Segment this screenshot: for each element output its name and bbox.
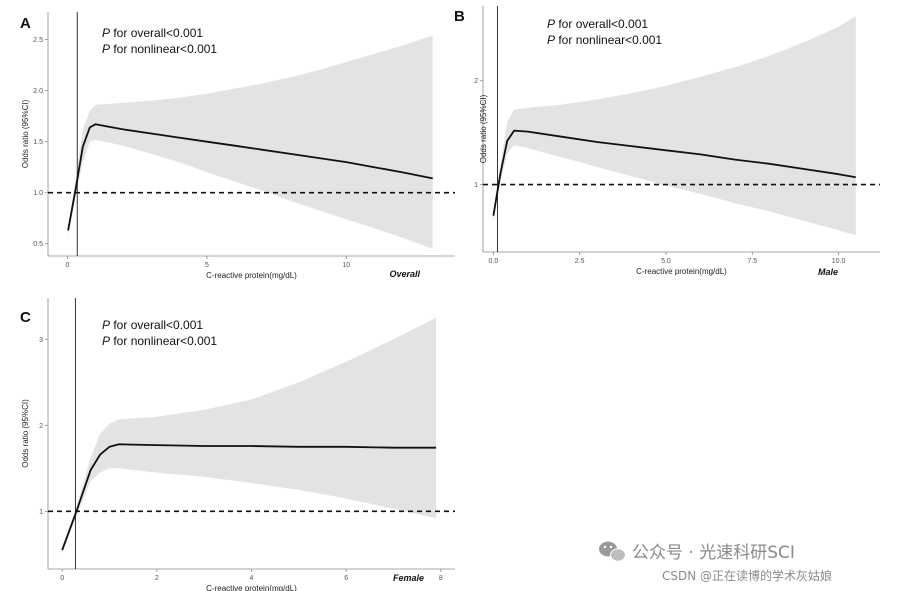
p-text: for overall<0.001 xyxy=(110,26,203,40)
x-axis-label: C-reactive protein(mg/dL) xyxy=(636,267,727,276)
y-tick-label: 2.0 xyxy=(33,88,43,95)
x-axis-label: C-reactive protein(mg/dL) xyxy=(206,584,297,591)
y-tick-label: 1.5 xyxy=(33,139,43,146)
x-tick-label: 0 xyxy=(60,575,64,582)
p-symbol: P xyxy=(102,26,110,40)
x-tick-label: 2.5 xyxy=(575,258,585,265)
x-tick-label: 8 xyxy=(439,575,443,582)
odds-ratio-line xyxy=(67,123,433,231)
watermark: 公众号 · 光速科研SCI CSDN @正在读博的学术灰姑娘 xyxy=(599,541,832,583)
p-symbol: P xyxy=(102,42,110,56)
wechat-icon xyxy=(599,541,626,562)
confidence-band xyxy=(62,317,437,553)
x-axis-label: C-reactive protein(mg/dL) xyxy=(206,271,297,280)
y-tick-label: 2 xyxy=(39,423,43,430)
p-text: for nonlinear<0.001 xyxy=(110,42,217,56)
subgroup-label: Overall xyxy=(389,269,420,279)
panel-tag: B xyxy=(454,8,465,25)
x-tick-label: 2 xyxy=(155,575,159,582)
p-nonlinear-annotation: P for nonlinear<0.001 xyxy=(102,334,217,348)
p-symbol: P xyxy=(547,17,555,31)
x-tick-label: 4 xyxy=(250,575,254,582)
p-nonlinear-annotation: P for nonlinear<0.001 xyxy=(547,33,662,47)
panel-male: 1 2 0.0 2.5 5.0 7.5 10.0 C-reactive protein(mg/… xyxy=(454,6,880,277)
confidence-band xyxy=(493,16,856,236)
p-overall-annotation: P for overall<0.001 xyxy=(102,26,203,40)
p-text: for nonlinear<0.001 xyxy=(110,334,217,348)
p-text: for overall<0.001 xyxy=(555,17,648,31)
subgroup-label: Male xyxy=(818,267,838,277)
p-text: for overall<0.001 xyxy=(110,318,203,332)
p-nonlinear-annotation: P for nonlinear<0.001 xyxy=(102,42,217,56)
panel-overall: 0.5 1.0 1.5 2.0 2.5 0 5 10 C-reactive protein(mg… xyxy=(20,12,455,280)
x-tick-label: 7.5 xyxy=(747,258,757,265)
y-tick-label: 1.0 xyxy=(33,190,43,197)
watermark-title: 公众号 · 光速科研SCI xyxy=(632,543,795,563)
panel-tag: A xyxy=(20,15,31,32)
panel-tag: C xyxy=(20,309,31,326)
x-tick-label: 5 xyxy=(205,262,209,269)
p-symbol: P xyxy=(102,334,110,348)
x-tick-label: 0.0 xyxy=(488,258,498,265)
x-tick-label: 6 xyxy=(344,575,348,582)
watermark-subtitle: CSDN @正在读博的学术灰姑娘 xyxy=(662,568,832,583)
y-tick-label: 2 xyxy=(474,78,478,85)
y-tick-label: 1 xyxy=(474,182,478,189)
y-tick-label: 3 xyxy=(39,337,43,344)
odds-ratio-line xyxy=(492,129,856,216)
x-tick-label: 5.0 xyxy=(661,258,671,265)
panel-female: 1 2 3 0 2 4 6 8 C-reactive protein(mg/dL) Odds ra… xyxy=(20,298,455,591)
p-symbol: P xyxy=(102,318,110,332)
confidence-band xyxy=(68,35,433,249)
p-overall-annotation: P for overall<0.001 xyxy=(547,17,648,31)
y-tick-label: 1 xyxy=(39,509,43,516)
x-tick-label: 10 xyxy=(342,262,350,269)
y-axis-label: Odds ratio (95%CI) xyxy=(479,94,488,163)
p-overall-annotation: P for overall<0.001 xyxy=(102,318,203,332)
y-axis-label: Odds ratio (95%CI) xyxy=(21,399,30,468)
odds-ratio-line xyxy=(61,443,437,551)
subgroup-label: Female xyxy=(393,573,424,583)
p-text: for nonlinear<0.001 xyxy=(555,33,662,47)
p-symbol: P xyxy=(547,33,555,47)
x-tick-label: 10.0 xyxy=(832,258,846,265)
y-axis-label: Odds ratio (95%CI) xyxy=(21,99,30,168)
y-tick-label: 0.5 xyxy=(33,241,43,248)
y-tick-label: 2.5 xyxy=(33,37,43,44)
x-tick-label: 0 xyxy=(66,262,70,269)
